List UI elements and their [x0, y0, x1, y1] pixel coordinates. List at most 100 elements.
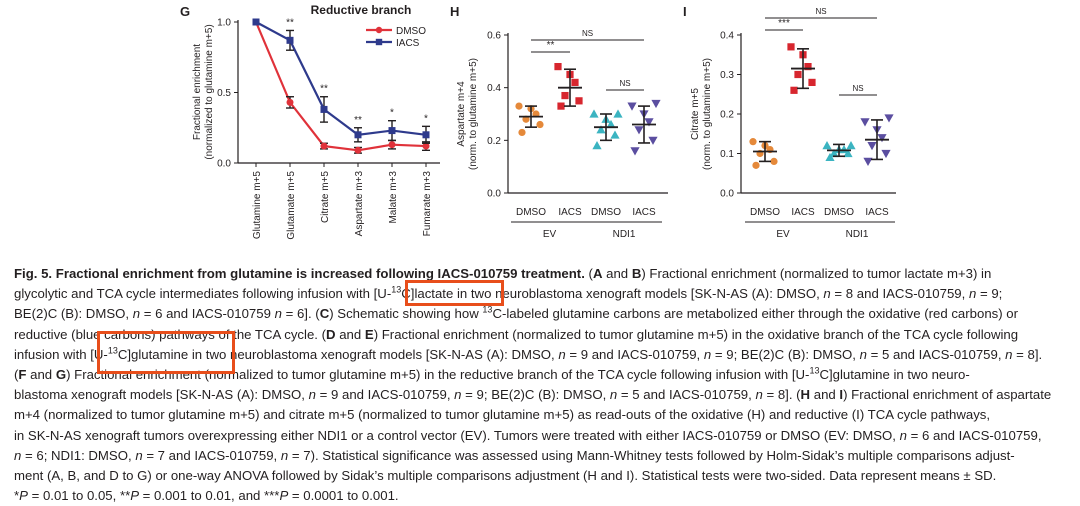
panel-label-h: H [450, 4, 459, 19]
caption-text: = 9 and IACS-010759, [315, 387, 455, 403]
y-axis-label: (norm. to glutamine m+5) [468, 58, 479, 170]
caption-text: n [899, 427, 907, 443]
data-point [627, 102, 637, 111]
y-axis-label: Citrate m+5 [690, 88, 701, 140]
significance-marker: ** [354, 115, 362, 126]
caption-line: blastoma xenograft models [SK-N-AS (A): … [14, 385, 1074, 405]
caption-text: D [326, 326, 336, 342]
caption-text: = 9; BE(2)C (B): DMSO, [461, 387, 610, 403]
caption-text: * [14, 488, 20, 504]
data-point [554, 63, 562, 71]
caption-text: in SK-N-AS xenograft tumors overexpressi… [14, 427, 900, 443]
data-point [422, 142, 430, 150]
significance-marker: ** [286, 17, 294, 28]
data-point [536, 120, 544, 129]
y-tick-label: 0.6 [487, 31, 501, 42]
panel-label-i: I [683, 4, 687, 19]
caption-text: = 6; NDI1: DMSO, [21, 447, 136, 463]
caption-text: and [26, 367, 56, 383]
caption-text: n [454, 387, 462, 403]
caption-text: = 0.0001 to 0.001. [288, 488, 399, 504]
series-line [255, 21, 427, 136]
y-tick-label: 0.3 [720, 70, 734, 81]
x-tick-label: DMSO [591, 207, 621, 218]
x-tick-label: Citrate m+5 [320, 171, 331, 223]
caption-text: and [602, 266, 632, 281]
data-point [388, 141, 396, 149]
data-point [557, 102, 565, 110]
data-point [749, 138, 757, 146]
data-point [575, 97, 583, 105]
group-label: EV [776, 229, 790, 240]
y-tick-label: 0.1 [720, 149, 734, 160]
x-tick-label: DMSO [824, 207, 854, 218]
x-tick-label: IACS [865, 207, 889, 218]
data-point [518, 128, 526, 137]
caption-text: n [859, 346, 867, 362]
caption-text: = 5 and IACS-010759, [866, 346, 1006, 362]
caption-text: n [1005, 346, 1013, 362]
data-point [286, 98, 294, 106]
caption-line: n = 6; NDI1: DMSO, n = 7 and IACS-010759… [14, 446, 1074, 466]
data-point [790, 86, 798, 94]
data-point [822, 141, 832, 150]
caption-text: = 9 and IACS-010759, [565, 346, 704, 362]
caption-text: 13 [391, 284, 402, 295]
data-point [589, 109, 599, 118]
caption-line: Fig. 5. Fractional enrichment from gluta… [14, 264, 1074, 284]
significance-label: NS [582, 29, 593, 38]
data-point [877, 134, 887, 143]
caption-text: = 0.01 to 0.05, ** [27, 488, 131, 504]
caption-text: 13 [482, 305, 493, 316]
caption-text: = 9; [976, 286, 1003, 302]
data-point [648, 136, 658, 145]
caption-line: (F and G) Fractional enrichment (normali… [14, 365, 1074, 385]
caption-line: BE(2)C (B): DMSO, n = 6 and IACS-010759 … [14, 304, 1074, 324]
caption-text: C]glutamine in two neuro- [819, 367, 970, 383]
data-point [320, 142, 328, 150]
data-point [422, 131, 430, 139]
caption-text: ) Schematic showing how [329, 306, 483, 322]
caption-line: reductive (blue carbons) pathways of the… [14, 325, 1074, 345]
caption-text: = 8]. ( [762, 387, 801, 403]
data-point [863, 157, 873, 166]
x-tick-label: DMSO [516, 207, 546, 218]
data-point [860, 118, 870, 127]
significance-marker: * [424, 113, 428, 124]
caption-text: E [364, 326, 374, 342]
caption-text: and [810, 387, 840, 403]
caption-text: = 7 and IACS-010759, [142, 447, 281, 463]
caption-text: n [280, 447, 289, 463]
caption-text: glycolytic and TCA cycle intermediates f… [14, 286, 392, 302]
x-tick-label: DMSO [750, 207, 780, 218]
data-point [644, 118, 654, 127]
legend-label: DMSO [396, 26, 426, 37]
caption-text: = 6]. ( [281, 306, 320, 322]
significance-label: *** [778, 18, 790, 29]
caption-text: = 6 and IACS-010759 [140, 306, 275, 322]
caption-text: n [968, 286, 977, 302]
y-axis-label: (norm. to glutamine m+5) [702, 58, 713, 170]
caption-text: C [319, 306, 330, 322]
data-point [884, 114, 894, 123]
caption-text: n [823, 286, 831, 302]
data-point [596, 125, 606, 134]
caption-text: = 6 and IACS-010759, [906, 427, 1042, 443]
data-point [354, 131, 362, 139]
caption-text: n [274, 306, 282, 322]
caption-text: ) Fractional enrichment (normalized to t… [373, 326, 1019, 342]
y-tick-label: 0.0 [720, 189, 734, 200]
caption-text: A [592, 266, 603, 281]
caption-text: 13 [107, 345, 118, 356]
highlight-box-lactate [405, 280, 504, 306]
caption-text: ment (A, B, and D to G) or one-way ANOVA… [14, 468, 997, 484]
y-tick-label: 0.0 [217, 159, 231, 170]
x-tick-label: IACS [558, 207, 582, 218]
caption-text: m+4 (normalized to tumor glutamine m+5) … [14, 407, 991, 423]
caption-text: n [558, 346, 566, 362]
caption-text: ( [584, 266, 593, 281]
data-point [286, 36, 294, 44]
y-tick-label: 0.0 [487, 189, 501, 200]
x-tick-label: Malate m+3 [388, 171, 399, 224]
data-point [804, 63, 812, 71]
